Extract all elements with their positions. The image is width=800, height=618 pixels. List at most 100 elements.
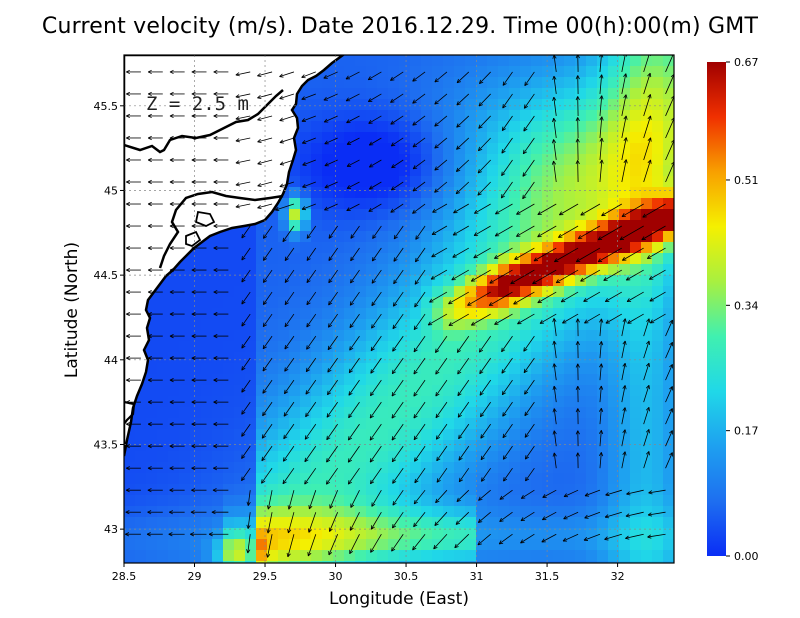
velocity-arrow: [212, 488, 229, 493]
velocity-arrow: [533, 247, 557, 262]
velocity-arrow: [643, 94, 652, 117]
velocity-arrow: [213, 69, 229, 75]
velocity-arrow: [494, 247, 513, 259]
velocity-arrow: [575, 386, 580, 403]
velocity-arrow: [147, 135, 163, 141]
velocity-arrow: [125, 532, 141, 537]
velocity-arrow: [191, 113, 207, 119]
velocity-arrow: [169, 201, 185, 207]
velocity-arrow: [541, 511, 557, 521]
velocity-arrow: [552, 408, 557, 425]
velocity-arrow: [346, 203, 360, 212]
velocity-arrow: [643, 451, 650, 469]
velocity-arrow: [435, 379, 448, 397]
velocity-arrow: [125, 488, 141, 493]
velocity-arrow: [287, 490, 295, 510]
velocity-arrow: [503, 467, 513, 482]
velocity-arrow: [241, 357, 251, 371]
velocity-arrow: [392, 335, 404, 352]
velocity-arrow: [213, 157, 229, 163]
velocity-arrow: [241, 335, 251, 349]
velocity-arrow: [413, 335, 426, 353]
velocity-arrow: [412, 533, 426, 551]
velocity-arrow: [191, 422, 207, 427]
velocity-arrow: [559, 203, 579, 216]
velocity-arrow: [262, 225, 273, 239]
velocity-arrow: [414, 467, 426, 484]
velocity-arrow: [191, 466, 207, 471]
velocity-arrow: [479, 379, 491, 396]
velocity-arrow: [327, 357, 338, 373]
velocity-arrow: [597, 247, 623, 263]
velocity-arrow: [516, 225, 535, 237]
velocity-arrow: [147, 113, 163, 119]
velocity-arrow: [241, 247, 251, 261]
velocity-arrow: [261, 467, 273, 484]
velocity-arrow: [575, 430, 580, 447]
velocity-arrow: [147, 510, 163, 515]
velocity-arrow: [169, 289, 185, 295]
velocity-arrow: [434, 159, 448, 171]
velocity-arrow: [643, 318, 651, 337]
velocity-arrow: [649, 291, 666, 302]
velocity-arrow: [350, 247, 360, 262]
velocity-arrow: [552, 96, 557, 117]
velocity-arrow: [501, 357, 513, 374]
velocity-arrow: [301, 115, 316, 123]
velocity-arrow: [301, 71, 316, 79]
velocity-arrow: [126, 356, 141, 361]
velocity-arrow: [266, 490, 273, 510]
velocity-arrow: [169, 91, 185, 97]
velocity-arrow: [213, 179, 229, 185]
velocity-arrow: [327, 379, 338, 396]
velocity-arrow: [390, 115, 404, 125]
velocity-arrow: [598, 452, 604, 469]
velocity-arrow: [391, 379, 404, 397]
velocity-arrow: [346, 181, 360, 189]
velocity-arrow: [169, 113, 185, 119]
velocity-arrow: [413, 313, 426, 331]
velocity-arrow: [191, 91, 207, 97]
velocity-arrow: [213, 378, 229, 383]
velocity-arrow: [502, 445, 513, 460]
velocity-arrow: [427, 313, 448, 326]
velocity-arrow: [191, 223, 207, 229]
velocity-arrow: [649, 313, 666, 324]
velocity-arrow: [480, 401, 491, 418]
velocity-arrow: [147, 466, 163, 471]
velocity-arrow: [169, 378, 185, 383]
x-tick-label: 31.5: [535, 570, 560, 583]
colorbar-ticks: 0.00 0.17 0.34 0.51 0.67: [726, 56, 759, 563]
velocity-arrow: [370, 335, 382, 352]
velocity-arrow: [284, 379, 295, 395]
velocity-arrow: [625, 269, 644, 281]
velocity-arrow: [126, 179, 141, 185]
colorbar-tick-label: 0.34: [734, 299, 759, 312]
velocity-arrow: [603, 269, 623, 281]
velocity-arrow: [604, 511, 622, 519]
velocity-arrow: [257, 71, 273, 78]
delta-inner: [194, 210, 216, 227]
velocity-arrow: [563, 489, 579, 498]
velocity-arrow: [369, 401, 382, 419]
velocity-arrow: [235, 159, 251, 165]
x-tick-label: 29.5: [253, 570, 278, 583]
x-tick-label: 30: [329, 570, 343, 583]
velocity-arrow: [126, 135, 141, 141]
velocity-arrow: [647, 511, 666, 517]
velocity-arrow: [390, 71, 404, 81]
x-tick-label: 28.5: [112, 570, 137, 583]
velocity-arrow: [191, 444, 207, 449]
velocity-arrow: [542, 489, 557, 498]
velocity-arrow: [349, 534, 360, 555]
velocity-arrow: [147, 444, 163, 449]
velocity-arrow: [262, 357, 273, 372]
velocity-arrow: [390, 93, 404, 103]
velocity-arrow: [191, 69, 207, 75]
y-tick-label: 45: [104, 184, 118, 197]
velocity-arrow: [601, 203, 623, 217]
velocity-arrow: [257, 181, 273, 188]
velocity-arrow: [605, 313, 623, 324]
velocity-arrow: [284, 335, 295, 350]
velocity-arrow: [147, 378, 163, 383]
